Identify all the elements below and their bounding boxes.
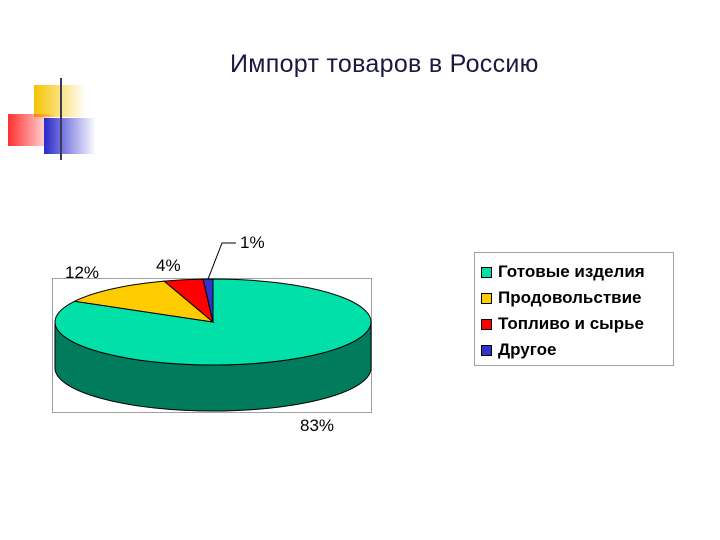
data-label-1: 12%	[65, 263, 99, 282]
legend-item-fuel: Топливо и сырье	[481, 311, 673, 337]
title-decoration	[8, 78, 640, 160]
leader-line	[207, 242, 236, 280]
data-label-0: 83%	[300, 416, 334, 435]
legend-item-food: Продовольствие	[481, 285, 673, 311]
legend-item-finished-goods: Готовые изделия	[481, 259, 673, 285]
chart-legend: Готовые изделия Продовольствие Топливо и…	[474, 252, 674, 366]
data-label-2: 4%	[156, 256, 181, 275]
data-label-3: 1%	[240, 233, 265, 252]
legend-label: Другое	[498, 340, 557, 359]
slide-title: Импорт товаров в Россию	[230, 50, 539, 78]
legend-label: Готовые изделия	[498, 262, 645, 281]
pie-slice-1	[72, 280, 215, 323]
legend-swatch	[481, 266, 492, 278]
deco-blue-square	[44, 118, 96, 154]
legend-swatch	[481, 344, 492, 356]
pie-slice-3	[202, 278, 214, 323]
legend-label: Топливо и сырье	[498, 314, 644, 333]
legend-swatch	[481, 292, 492, 304]
legend-swatch	[481, 318, 492, 330]
legend-label: Продовольствие	[498, 288, 642, 307]
legend-item-other: Другое	[481, 337, 673, 363]
